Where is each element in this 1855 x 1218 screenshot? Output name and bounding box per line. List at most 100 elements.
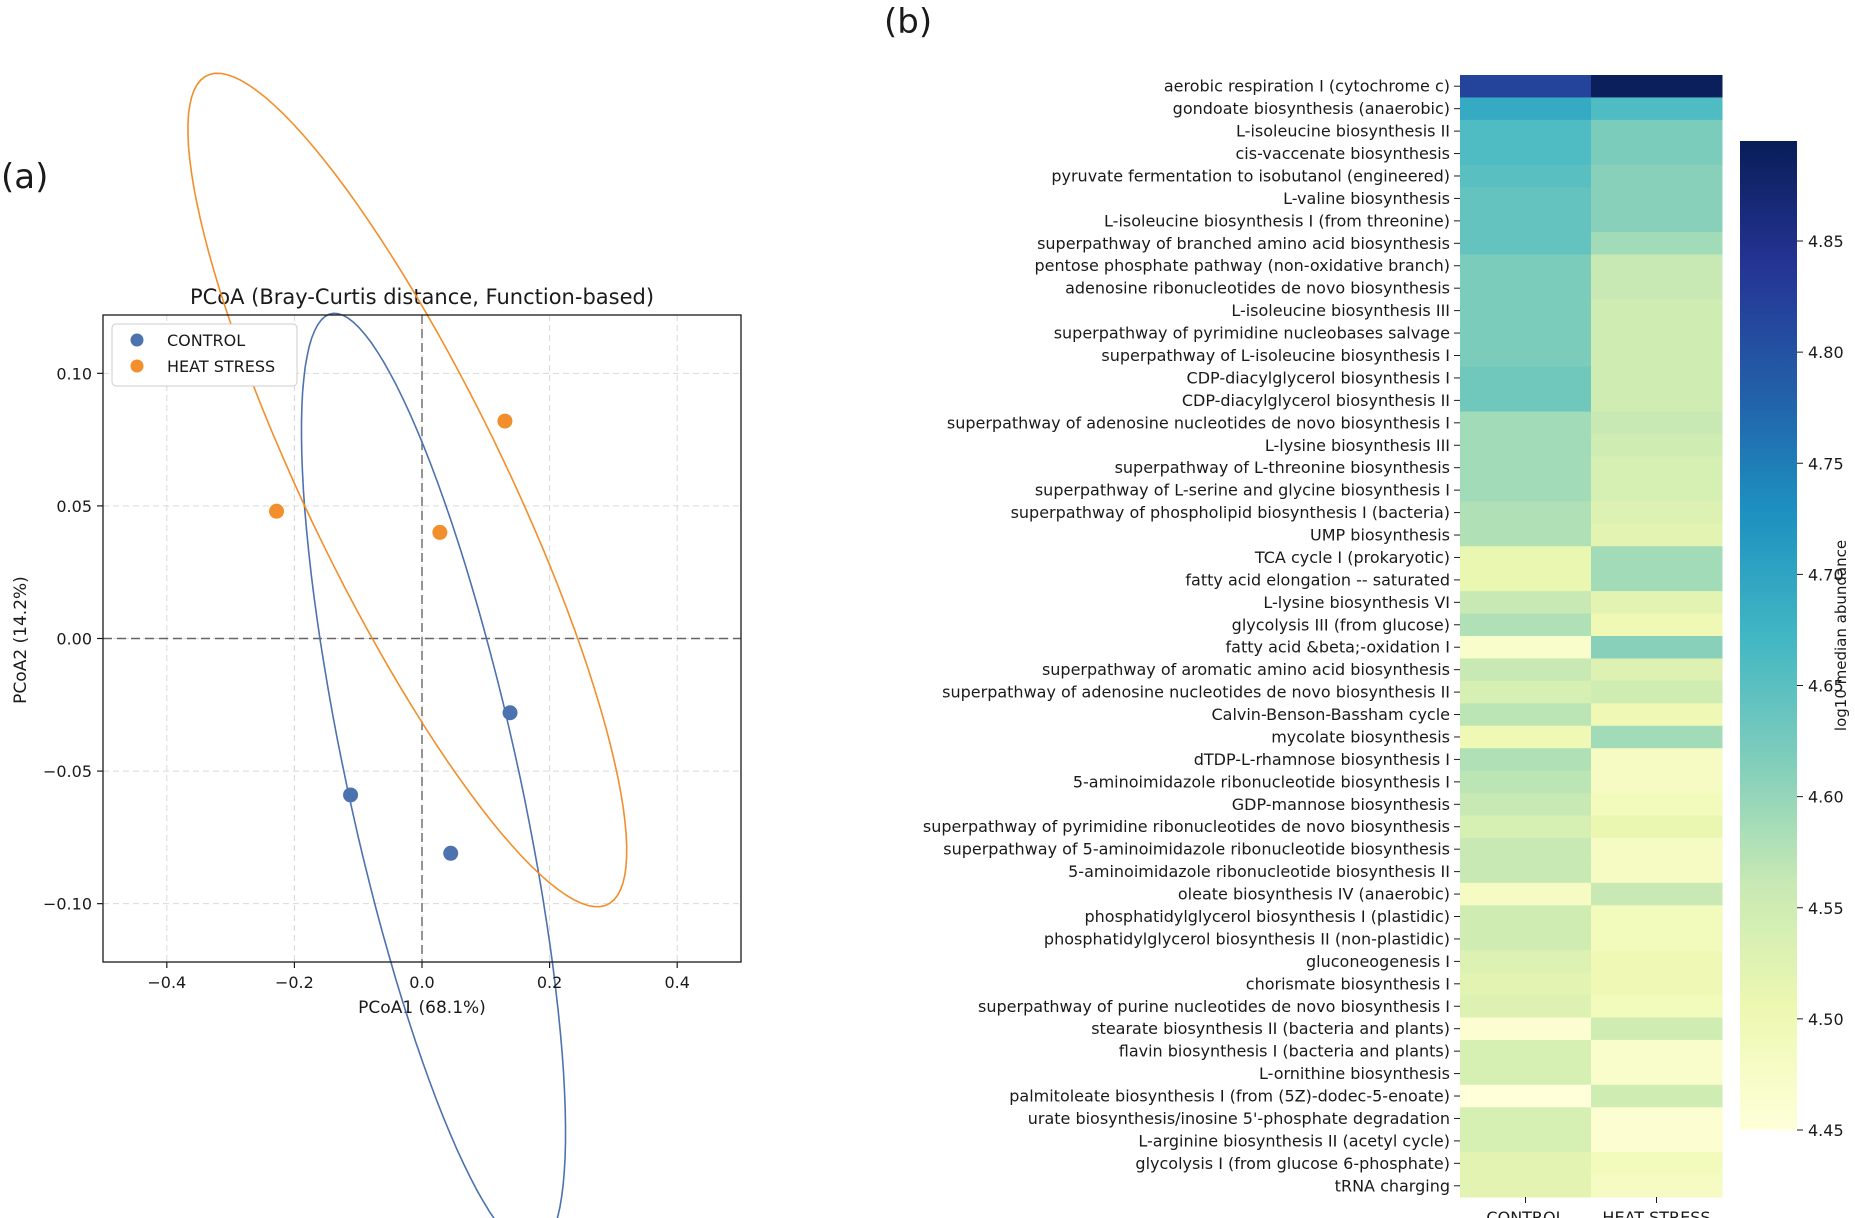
heatmap-row-label: superpathway of L-serine and glycine bio… xyxy=(1035,481,1450,500)
y-tick-label: −0.05 xyxy=(43,762,92,781)
heatmap-cell xyxy=(1460,187,1592,211)
heatmap-cell xyxy=(1460,770,1592,794)
colorbar-tick-label: 4.45 xyxy=(1808,1121,1844,1140)
heatmap-cell xyxy=(1591,276,1723,300)
heatmap-column-labels: CONTROL HEAT STRESS xyxy=(1486,1197,1711,1218)
heatmap-row-label: L-lysine biosynthesis III xyxy=(1265,436,1450,455)
heatmap-cell xyxy=(1460,950,1592,974)
heatmap-cell xyxy=(1591,411,1723,435)
heatmap-cell xyxy=(1460,1152,1592,1176)
heatmap-row-label: superpathway of branched amino acid bios… xyxy=(1037,234,1450,253)
heatmap-cell xyxy=(1591,523,1723,547)
x-tick-label: −0.4 xyxy=(147,973,186,992)
heatmap-cell xyxy=(1591,748,1723,772)
heatmap-cell xyxy=(1591,1017,1723,1041)
heatmap-row-label: pentose phosphate pathway (non-oxidative… xyxy=(1034,256,1450,275)
heatmap-cell xyxy=(1460,299,1592,323)
heatmap-cell xyxy=(1460,995,1592,1018)
heatmap-cell xyxy=(1591,725,1723,749)
heatmap-cell xyxy=(1591,97,1723,121)
heatmap-row-label: phosphatidylglycerol biosynthesis I (pla… xyxy=(1084,907,1450,926)
heatmap-cell xyxy=(1591,613,1723,637)
heatmap-cell xyxy=(1591,321,1723,345)
heatmap-row-label: superpathway of adenosine nucleotides de… xyxy=(947,413,1450,432)
heatmap-cell xyxy=(1591,546,1723,570)
heatmap-row-label: L-arginine biosynthesis II (acetyl cycle… xyxy=(1138,1131,1450,1150)
pcoa-points xyxy=(269,413,518,861)
heatmap-cell xyxy=(1591,882,1723,906)
heatmap-row-label: UMP biosynthesis xyxy=(1310,526,1450,545)
heatmap-cell xyxy=(1460,1174,1592,1198)
x-tick-label: 0.2 xyxy=(537,973,562,992)
heatmap-cell xyxy=(1591,1107,1723,1131)
heatmap-cell xyxy=(1460,501,1592,525)
heatmap-cell xyxy=(1460,703,1592,727)
heatmap-row-label: L-lysine biosynthesis VI xyxy=(1263,593,1450,612)
colorbar-tick-label: 4.70 xyxy=(1808,565,1844,584)
heatmap-cell xyxy=(1460,411,1592,435)
heatmap-cell xyxy=(1460,860,1592,884)
heatmap-row-label: cis-vaccenate biosynthesis xyxy=(1236,144,1451,163)
heatmap-row-label: dTDP-L-rhamnose biosynthesis I xyxy=(1194,750,1450,769)
heatmap-cell xyxy=(1460,478,1592,502)
pcoa-zero-lines xyxy=(103,315,741,962)
heatmap-cell xyxy=(1460,1107,1592,1131)
colorbar: 4.45 4.50 4.55 4.60 4.65 4.70 4.75 4.80 4.85 log… xyxy=(1740,141,1850,1140)
heatmap-cell xyxy=(1591,860,1723,884)
heatmap-cell xyxy=(1460,142,1592,166)
heatmap-cell xyxy=(1591,703,1723,727)
heatmap-cell xyxy=(1460,164,1592,188)
colorbar-tick-label: 4.65 xyxy=(1808,677,1844,696)
heatmap-cell xyxy=(1460,1129,1592,1153)
heatmap-cell xyxy=(1591,344,1723,368)
heatmap-cell xyxy=(1591,905,1723,929)
heatmap-cell xyxy=(1460,837,1592,861)
heatmap-row-label: L-valine biosynthesis xyxy=(1283,189,1450,208)
heatmap-cell xyxy=(1591,299,1723,323)
heatmap-row-label: L-isoleucine biosynthesis III xyxy=(1231,301,1450,320)
heatmap-row-label: Calvin-Benson-Bassham cycle xyxy=(1211,705,1450,724)
heatmap-cell xyxy=(1591,1174,1723,1198)
data-point-heat-stress xyxy=(432,524,448,540)
heatmap-column-label: HEAT STRESS xyxy=(1602,1208,1710,1218)
heatmap-cell xyxy=(1591,972,1723,996)
heatmap-row-label: gluconeogenesis I xyxy=(1306,952,1450,971)
heatmap-cell xyxy=(1460,97,1592,121)
heatmap-cell xyxy=(1591,1084,1723,1108)
heatmap-cell xyxy=(1460,276,1592,300)
heatmap-cell xyxy=(1460,1084,1592,1108)
confidence-ellipse-control xyxy=(300,312,567,1218)
data-point-control xyxy=(502,705,518,721)
heatmap-row-label: superpathway of L-threonine biosynthesis xyxy=(1115,458,1450,477)
heatmap-cell xyxy=(1591,366,1723,390)
heatmap-cell xyxy=(1591,164,1723,188)
heatmap-cell xyxy=(1591,568,1723,592)
heatmap-row-label: TCA cycle I (prokaryotic) xyxy=(1254,548,1450,567)
pcoa-plot: PCoA (Bray-Curtis distance, Function-bas… xyxy=(11,72,742,1218)
heatmap-cell xyxy=(1591,1062,1723,1086)
colorbar-tick-label: 4.50 xyxy=(1808,1010,1844,1029)
heatmap: aerobic respiration I (cytochrome c) gond… xyxy=(923,75,1723,1218)
pcoa-ellipses xyxy=(187,72,628,1218)
heatmap-cell xyxy=(1460,591,1592,615)
heatmap-cell xyxy=(1591,815,1723,839)
heatmap-cell xyxy=(1460,882,1592,906)
heatmap-row-label: 5-aminoimidazole ribonucleotide biosynth… xyxy=(1068,862,1450,881)
heatmap-cell xyxy=(1460,546,1592,570)
heatmap-cell xyxy=(1460,927,1592,951)
colorbar-tick-label: 4.80 xyxy=(1808,343,1844,362)
pcoa-y-axis-label: PCoA2 (14.2%) xyxy=(11,576,31,704)
heatmap-cell xyxy=(1591,478,1723,502)
heatmap-row-label: fatty acid &beta;-oxidation I xyxy=(1226,638,1450,657)
heatmap-cell xyxy=(1460,725,1592,749)
legend-marker-control xyxy=(130,333,144,347)
heatmap-column-label: CONTROL xyxy=(1486,1208,1564,1218)
heatmap-cell xyxy=(1460,254,1592,278)
heatmap-cell xyxy=(1460,523,1592,547)
heatmap-row-label: CDP-diacylglycerol biosynthesis I xyxy=(1187,368,1450,387)
heatmap-cell xyxy=(1591,793,1723,817)
heatmap-cell xyxy=(1591,1152,1723,1176)
heatmap-cell xyxy=(1460,321,1592,345)
heatmap-row-label: urate biosynthesis/inosine 5'-phosphate … xyxy=(1028,1109,1450,1128)
